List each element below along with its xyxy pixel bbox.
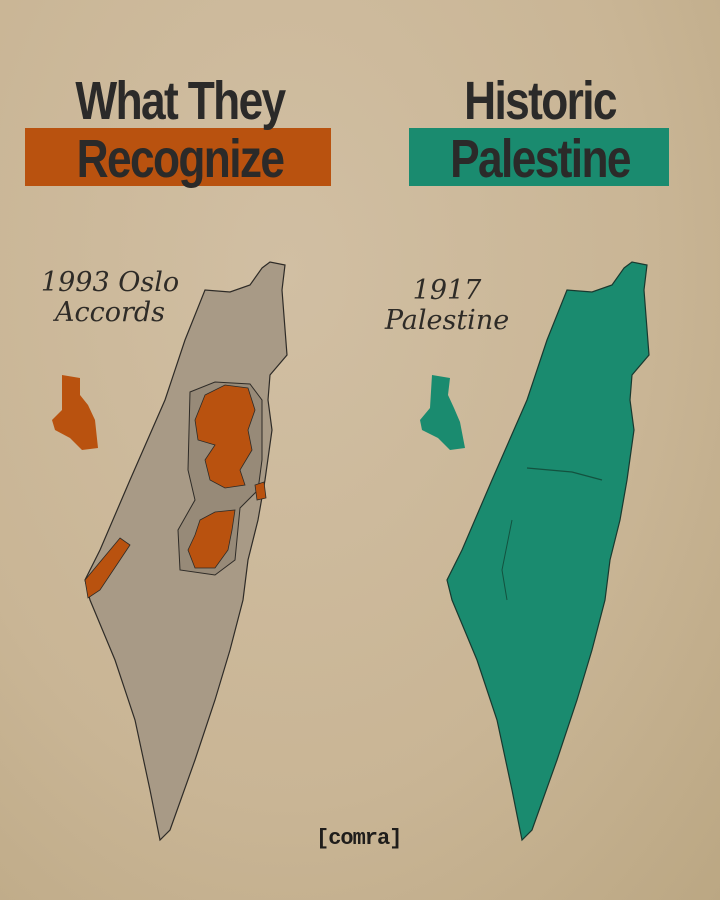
- oslo-label: 1993 Oslo Accords: [15, 268, 205, 327]
- palestine-1917-label: 1917 Palestine: [352, 276, 542, 335]
- comra-logo: [comra]: [316, 826, 402, 851]
- area-a-b-north: [194, 384, 256, 489]
- historic-map: [420, 261, 650, 842]
- crease-line: [526, 467, 603, 481]
- oslo-label-line2: Accords: [54, 296, 166, 328]
- palestine-label-line1: 1917: [412, 275, 482, 306]
- left-title-line2: Recognize: [76, 129, 285, 189]
- palestine-label-line2: Palestine: [384, 304, 510, 336]
- palestine-outline-teal: [446, 261, 650, 842]
- oslo-map: [52, 261, 288, 842]
- oslo-inset-icon: [52, 375, 98, 450]
- area-a-b-south: [187, 509, 236, 569]
- crease-line: [501, 519, 513, 601]
- oslo-label-line1: 1993 Oslo: [40, 267, 180, 298]
- teal-title-band: [409, 128, 669, 186]
- right-title-line2: Palestine: [450, 129, 631, 189]
- orange-title-band: [25, 128, 331, 186]
- historic-inset-icon: [420, 375, 465, 450]
- gaza-strip: [84, 537, 131, 599]
- left-title-line1: What They: [75, 71, 286, 131]
- right-title-line1: Historic: [464, 71, 617, 131]
- area-a-jericho: [254, 481, 267, 501]
